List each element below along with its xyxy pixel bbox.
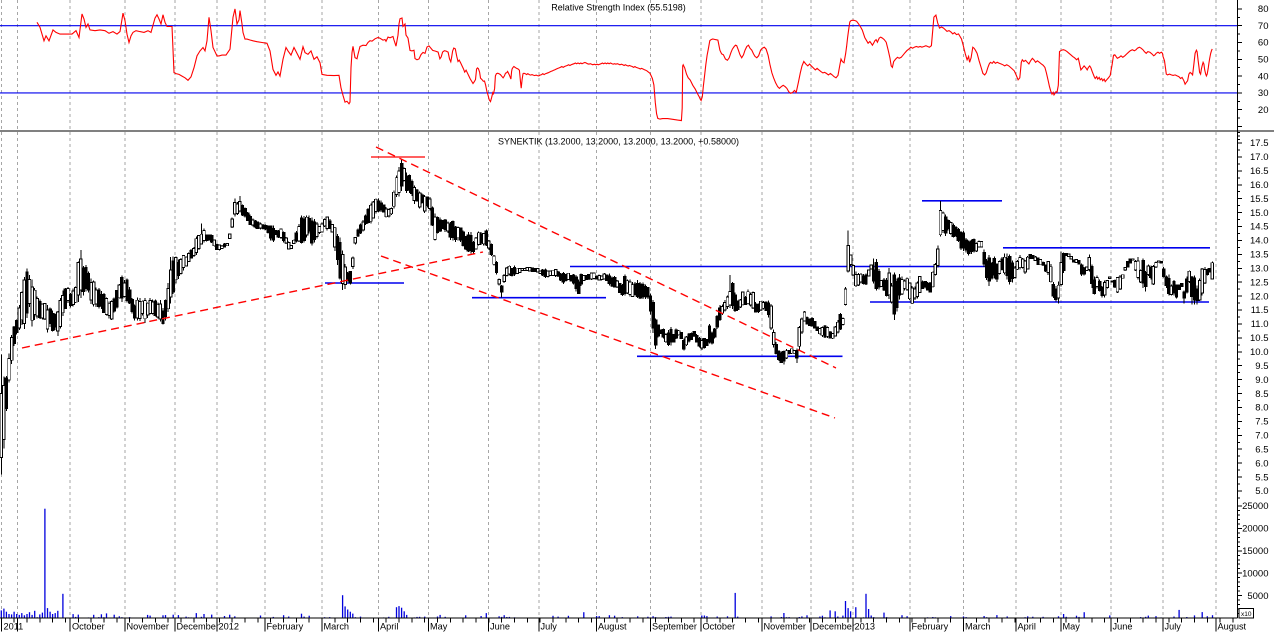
svg-text:10.5: 10.5 bbox=[1250, 333, 1269, 344]
svg-text:October: October bbox=[703, 622, 736, 632]
svg-text:15000: 15000 bbox=[1242, 546, 1268, 557]
svg-text:April: April bbox=[1018, 622, 1036, 632]
svg-text:7.5: 7.5 bbox=[1255, 417, 1268, 428]
svg-text:December: December bbox=[177, 622, 219, 632]
svg-text:25000: 25000 bbox=[1242, 501, 1268, 512]
svg-text:12.0: 12.0 bbox=[1250, 291, 1269, 302]
svg-text:2013: 2013 bbox=[855, 622, 875, 632]
svg-text:13.0: 13.0 bbox=[1250, 264, 1269, 275]
svg-text:20000: 20000 bbox=[1242, 524, 1268, 535]
svg-text:16.0: 16.0 bbox=[1250, 180, 1269, 191]
svg-text:October: October bbox=[72, 622, 105, 632]
svg-text:60: 60 bbox=[1258, 38, 1269, 49]
svg-text:2011: 2011 bbox=[4, 622, 24, 632]
svg-text:7.0: 7.0 bbox=[1255, 431, 1268, 442]
svg-text:July: July bbox=[1165, 622, 1182, 632]
svg-text:May: May bbox=[1063, 622, 1081, 632]
svg-text:8.5: 8.5 bbox=[1255, 389, 1268, 400]
svg-text:6.0: 6.0 bbox=[1255, 458, 1268, 469]
svg-text:15.5: 15.5 bbox=[1250, 194, 1269, 205]
svg-text:March: March bbox=[324, 622, 350, 632]
svg-text:August: August bbox=[1218, 622, 1247, 632]
svg-text:9.0: 9.0 bbox=[1255, 375, 1268, 386]
svg-text:16.5: 16.5 bbox=[1250, 166, 1269, 177]
svg-text:5.5: 5.5 bbox=[1255, 472, 1268, 483]
svg-text:9.5: 9.5 bbox=[1255, 361, 1268, 372]
svg-text:70: 70 bbox=[1258, 21, 1269, 32]
svg-text:June: June bbox=[1113, 622, 1133, 632]
svg-text:5000: 5000 bbox=[1247, 591, 1268, 602]
svg-text:February: February bbox=[912, 622, 949, 632]
svg-text:40: 40 bbox=[1258, 71, 1269, 82]
svg-text:8.0: 8.0 bbox=[1255, 403, 1268, 414]
svg-text:80: 80 bbox=[1258, 4, 1269, 15]
svg-text:15.0: 15.0 bbox=[1250, 208, 1269, 219]
svg-text:10.0: 10.0 bbox=[1250, 347, 1269, 358]
svg-text:Relative Strength Index (55.51: Relative Strength Index (55.5198) bbox=[551, 3, 686, 13]
svg-text:x10: x10 bbox=[1241, 611, 1252, 618]
svg-text:11.5: 11.5 bbox=[1251, 305, 1269, 316]
svg-text:5.0: 5.0 bbox=[1255, 486, 1268, 497]
svg-text:November: November bbox=[764, 622, 806, 632]
svg-text:February: February bbox=[267, 622, 304, 632]
svg-text:March: March bbox=[965, 622, 991, 632]
svg-text:November: November bbox=[127, 622, 169, 632]
svg-text:12.5: 12.5 bbox=[1250, 277, 1269, 288]
svg-text:August: August bbox=[598, 622, 627, 632]
svg-text:SYNEKTIK (13.2000, 13.2000, 13: SYNEKTIK (13.2000, 13.2000, 13.2000, 13.… bbox=[498, 137, 739, 147]
svg-text:December: December bbox=[813, 622, 855, 632]
svg-text:11.0: 11.0 bbox=[1251, 319, 1269, 330]
svg-text:June: June bbox=[490, 622, 510, 632]
svg-text:14.0: 14.0 bbox=[1250, 236, 1269, 247]
svg-text:13.5: 13.5 bbox=[1250, 250, 1269, 261]
svg-text:6.5: 6.5 bbox=[1255, 444, 1268, 455]
svg-text:April: April bbox=[380, 622, 398, 632]
svg-text:17.0: 17.0 bbox=[1250, 152, 1269, 163]
svg-text:20: 20 bbox=[1258, 105, 1269, 116]
svg-text:July: July bbox=[541, 622, 558, 632]
svg-text:May: May bbox=[430, 622, 448, 632]
svg-text:14.5: 14.5 bbox=[1250, 222, 1269, 233]
svg-text:September: September bbox=[652, 622, 697, 632]
svg-text:17.5: 17.5 bbox=[1250, 138, 1269, 149]
svg-text:2012: 2012 bbox=[219, 622, 239, 632]
svg-text:10000: 10000 bbox=[1242, 568, 1268, 579]
svg-text:50: 50 bbox=[1258, 55, 1269, 66]
svg-text:30: 30 bbox=[1258, 88, 1269, 99]
